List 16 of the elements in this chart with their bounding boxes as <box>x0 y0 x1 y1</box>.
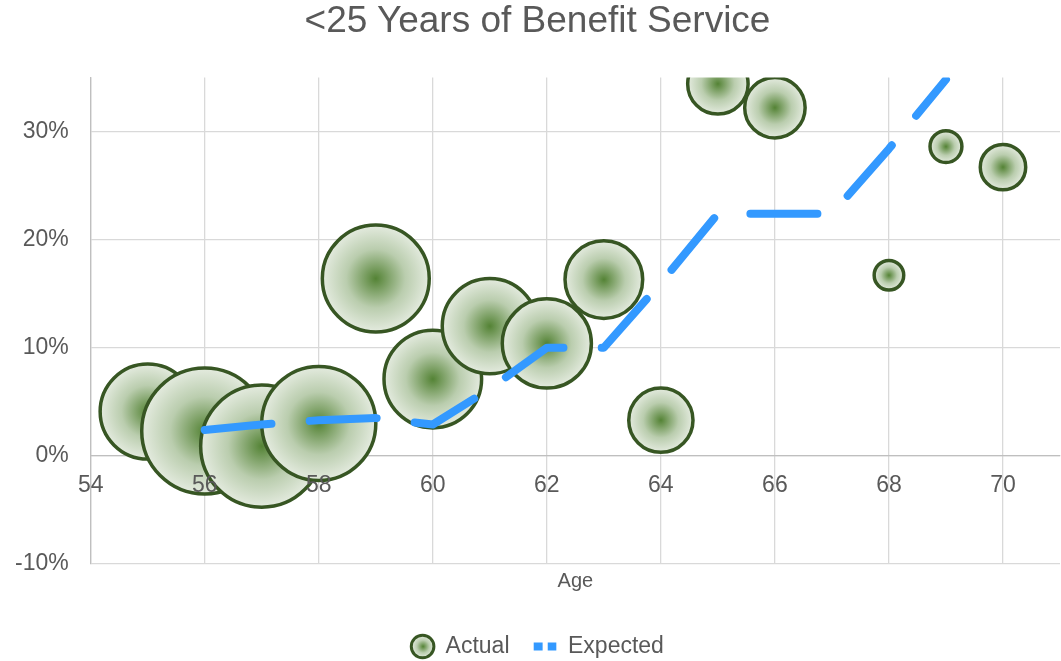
y-tick-label: 10% <box>22 333 69 360</box>
x-tick-label: 66 <box>762 471 788 498</box>
legend-label: Actual <box>445 631 510 658</box>
x-tick-label: 70 <box>990 471 1016 498</box>
y-tick-label: 20% <box>22 224 69 251</box>
chart-title: <25 Years of Benefit Service <box>304 0 771 41</box>
y-tick-label: 0% <box>35 441 69 468</box>
y-tick-label: -10% <box>14 549 69 576</box>
x-tick-label: 54 <box>77 471 104 498</box>
x-tick-label: 68 <box>876 471 902 498</box>
legend-label: Expected <box>568 631 664 658</box>
x-tick-label: 62 <box>534 471 560 498</box>
y-tick-label: 30% <box>22 116 69 143</box>
x-tick-label: 60 <box>420 471 446 498</box>
x-axis-title: Age <box>557 568 594 591</box>
x-tick-label: 64 <box>648 471 674 498</box>
